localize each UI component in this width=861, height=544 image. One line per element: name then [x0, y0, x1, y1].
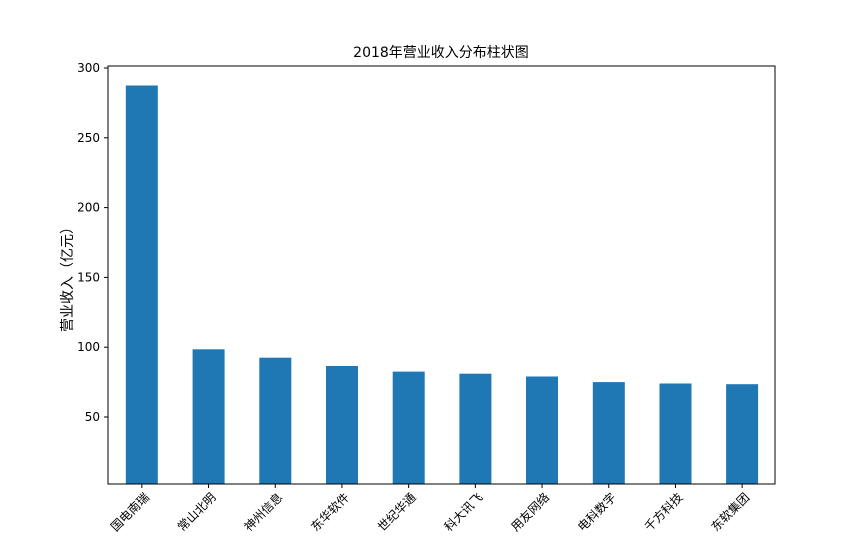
x-tick-label: 东软集团	[708, 490, 753, 535]
bar-5	[392, 371, 425, 484]
bar-7	[526, 376, 558, 484]
bar-9	[659, 383, 692, 484]
bar-1	[125, 85, 158, 485]
bar-6	[459, 373, 492, 484]
x-tick-label: 科大讯飞	[442, 490, 486, 534]
y-tick-label: 100	[77, 340, 100, 354]
x-tick-label: 神州信息	[241, 490, 286, 535]
x-tick-label: 用友网络	[508, 490, 553, 535]
y-tick-label: 250	[77, 131, 100, 145]
x-tick-label: 常山北明	[175, 490, 219, 534]
y-axis: 50 100 150 200 250 300	[77, 61, 108, 424]
bar-3	[259, 357, 292, 484]
x-tick-label: 千方科技	[641, 490, 686, 535]
x-tick-label: 世纪华通	[375, 490, 419, 534]
x-tick-label: 东华软件	[308, 490, 352, 534]
x-tick-label: 电科数字	[574, 490, 619, 535]
bar-10	[726, 384, 759, 484]
bar-4	[326, 366, 358, 484]
bar-2	[192, 349, 225, 484]
y-tick-label: 200	[77, 201, 100, 215]
y-tick-label: 300	[77, 61, 100, 75]
plot-frame	[107, 65, 776, 485]
x-axis: 国电南瑞 常山北明 神州信息 东华软件 世纪华通 科大讯飞 用友网络 电科数字 千方科技 东软集团	[107, 484, 752, 534]
bar-8	[592, 382, 625, 484]
x-tick-label: 国电南瑞	[107, 490, 152, 535]
y-axis-label: 营业收入（亿元）	[60, 220, 76, 332]
chart-title: 2018年营业收入分布柱状图	[353, 45, 529, 61]
y-tick-label: 50	[85, 410, 100, 424]
y-tick-label: 150	[77, 270, 100, 284]
bars-group	[125, 85, 759, 485]
